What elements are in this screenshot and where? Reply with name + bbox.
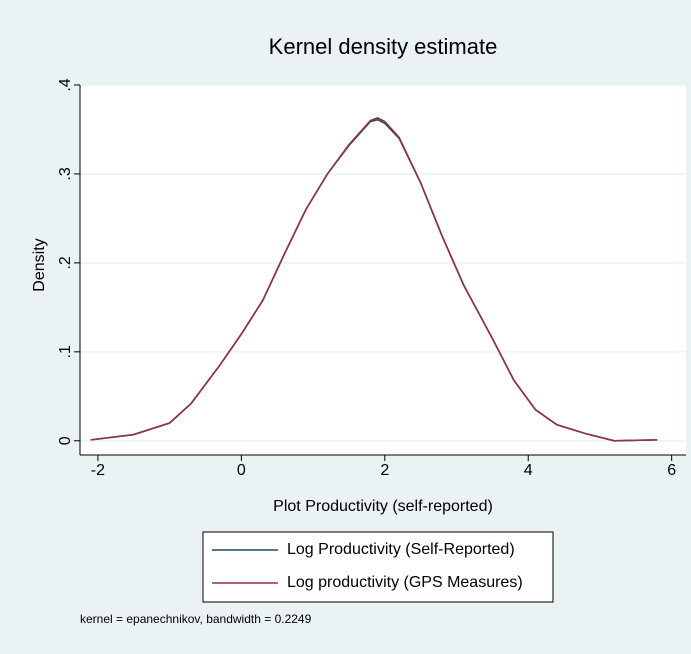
y-tick-label: .3	[57, 167, 74, 180]
x-axis-label: Plot Productivity (self-reported)	[273, 498, 493, 515]
plot-area	[80, 85, 686, 455]
legend-label: Log Productivity (Self-Reported)	[287, 541, 515, 558]
chart-title: Kernel density estimate	[269, 34, 498, 59]
legend-label: Log productivity (GPS Measures)	[287, 574, 523, 591]
y-tick-label: 0	[57, 436, 74, 445]
y-tick-label: .1	[57, 345, 74, 358]
x-tick-label: 2	[380, 462, 389, 479]
note: kernel = epanechnikov, bandwidth = 0.224…	[80, 612, 312, 626]
x-tick-label: 0	[237, 462, 246, 479]
y-axis-label: Density	[31, 238, 48, 291]
y-tick-label: .2	[57, 256, 74, 269]
x-tick-label: -2	[91, 462, 105, 479]
x-tick-label: 4	[524, 462, 533, 479]
series-line	[90, 117, 658, 442]
y-tick-label: .4	[57, 78, 74, 91]
legend	[202, 531, 554, 603]
x-tick-label: 6	[667, 462, 676, 479]
